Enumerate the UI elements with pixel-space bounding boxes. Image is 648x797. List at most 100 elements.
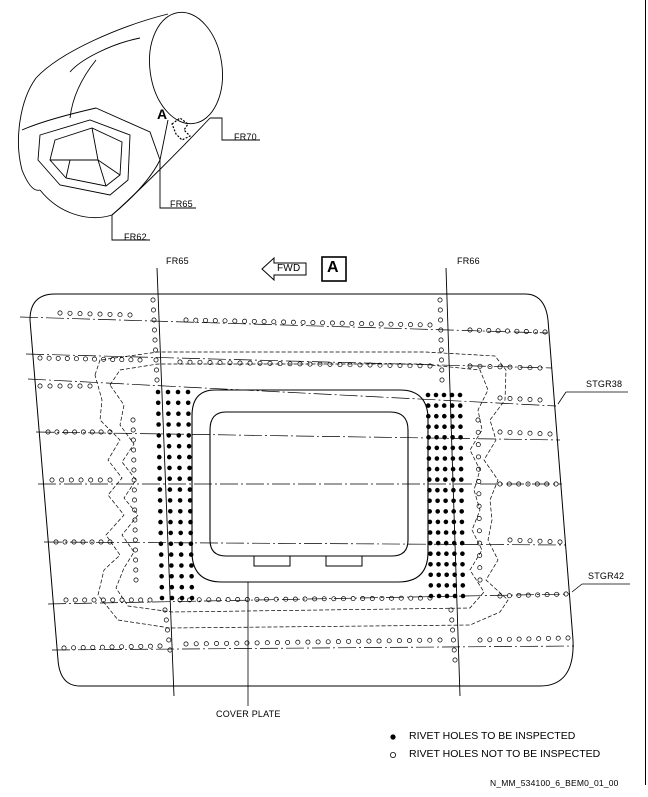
- rivet-inspected: [189, 584, 195, 590]
- rivet-inspected: [165, 400, 171, 406]
- rivet-not-inspected: [368, 321, 374, 327]
- rivet-not-inspected: [396, 638, 402, 644]
- rivet-not-inspected: [130, 437, 136, 443]
- rivet-not-inspected: [537, 397, 543, 403]
- rivet-inspected: [157, 498, 163, 503]
- rivet-inspected: [188, 541, 194, 547]
- rivet-not-inspected: [257, 360, 263, 366]
- rivet-inspected: [168, 541, 174, 547]
- rivet-inspected: [428, 583, 434, 588]
- rivet-inspected: [451, 487, 456, 493]
- rivet-not-inspected: [277, 361, 283, 367]
- rivet-not-inspected: [476, 491, 482, 497]
- rivet-not-inspected: [315, 639, 321, 645]
- rivet-not-inspected: [207, 360, 213, 365]
- rivet-inspected: [156, 443, 162, 449]
- rivet-not-inspected: [197, 359, 203, 365]
- rivet-inspected: [158, 509, 163, 514]
- rivet-not-inspected: [45, 429, 51, 435]
- rivet-not-inspected: [517, 396, 523, 402]
- rivet-inspected: [443, 498, 448, 504]
- rivet-not-inspected: [417, 595, 423, 601]
- rivet-not-inspected: [542, 329, 548, 335]
- rivet-inspected: [450, 424, 455, 430]
- rivet-not-inspected: [237, 360, 243, 366]
- rivet-not-inspected: [341, 596, 346, 602]
- rivet-inspected: [427, 477, 432, 482]
- rivet-not-inspected: [89, 539, 95, 545]
- rivet-inspected: [459, 530, 465, 535]
- rivet-inspected: [444, 572, 450, 578]
- rivet-inspected: [459, 477, 464, 482]
- rivet-not-inspected: [525, 481, 531, 487]
- rivet-not-inspected: [398, 595, 404, 601]
- rivet-not-inspected: [366, 638, 372, 644]
- rivet-not-inspected: [516, 636, 522, 642]
- rivet-inspected: [178, 552, 184, 557]
- rivet-inspected: [443, 530, 449, 535]
- rivet-not-inspected: [131, 467, 137, 473]
- rivet-not-inspected: [417, 363, 423, 369]
- rivet-not-inspected: [37, 383, 43, 389]
- rivet-not-inspected: [77, 311, 83, 317]
- rivet-not-inspected: [451, 647, 457, 653]
- rivet-inspected: [450, 435, 455, 440]
- rivet-inspected: [177, 476, 182, 482]
- rivet-not-inspected: [537, 431, 543, 437]
- rivet-not-inspected: [527, 430, 533, 436]
- rivet-not-inspected: [64, 356, 70, 361]
- rivet-not-inspected: [536, 636, 542, 642]
- rivet-inspected: [428, 593, 434, 599]
- rivet-inspected: [450, 413, 455, 419]
- drawing-reference: N_MM_534100_6_BEM0_01_00: [490, 778, 619, 788]
- rivet-inspected: [175, 400, 181, 406]
- rivet-inspected: [427, 530, 433, 535]
- rivet-not-inspected: [107, 539, 113, 545]
- rivet-inspected: [425, 392, 431, 398]
- rivet-not-inspected: [264, 596, 269, 602]
- rivet-not-inspected: [449, 617, 455, 623]
- rivet-not-inspected: [131, 477, 137, 483]
- rivet-inspected: [169, 563, 174, 568]
- rivet-not-inspected: [295, 639, 301, 645]
- rivet-not-inspected: [487, 364, 493, 370]
- rivet-not-inspected: [157, 643, 163, 649]
- rivet-not-inspected: [131, 487, 137, 493]
- rivet-not-inspected: [517, 364, 523, 370]
- rivet-inspected: [189, 595, 195, 601]
- rivet-inspected: [451, 540, 457, 546]
- rivet-not-inspected: [274, 640, 280, 646]
- rivet-not-inspected: [300, 319, 306, 325]
- rivet-inspected: [434, 456, 440, 461]
- legend-filled: RIVET HOLES TO BE INSPECTED: [409, 730, 576, 742]
- rivet-not-inspected: [407, 363, 413, 369]
- rivet-not-inspected: [547, 539, 553, 545]
- label-fr62: FR62: [124, 232, 147, 242]
- rivet-not-inspected: [544, 481, 550, 487]
- rivet-not-inspected: [476, 516, 482, 521]
- rivet-inspected: [187, 454, 192, 460]
- rivet-inspected: [452, 572, 458, 578]
- rivet-inspected: [156, 411, 161, 417]
- rivet-not-inspected: [497, 481, 503, 487]
- rivet-not-inspected: [98, 539, 104, 545]
- rivet-inspected: [168, 519, 173, 525]
- rivet-not-inspected: [232, 318, 238, 324]
- rivet-not-inspected: [235, 597, 241, 602]
- rivet-inspected: [159, 574, 164, 579]
- rivet-not-inspected: [377, 362, 383, 368]
- rivet-not-inspected: [438, 347, 444, 353]
- rivet-not-inspected: [526, 636, 532, 642]
- rivet-not-inspected: [557, 539, 563, 545]
- rivet-inspected: [158, 541, 164, 547]
- rivet-not-inspected: [261, 319, 267, 325]
- rivet-not-inspected: [495, 328, 501, 334]
- rivet-not-inspected: [217, 360, 223, 366]
- rivet-not-inspected: [107, 311, 113, 317]
- rivet-not-inspected: [476, 454, 481, 460]
- rivet-inspected: [189, 574, 194, 579]
- rivet-not-inspected: [467, 327, 473, 333]
- fuselage-sketch: [18, 11, 260, 241]
- rivet-not-inspected: [63, 597, 69, 603]
- rivet-inspected: [434, 435, 439, 440]
